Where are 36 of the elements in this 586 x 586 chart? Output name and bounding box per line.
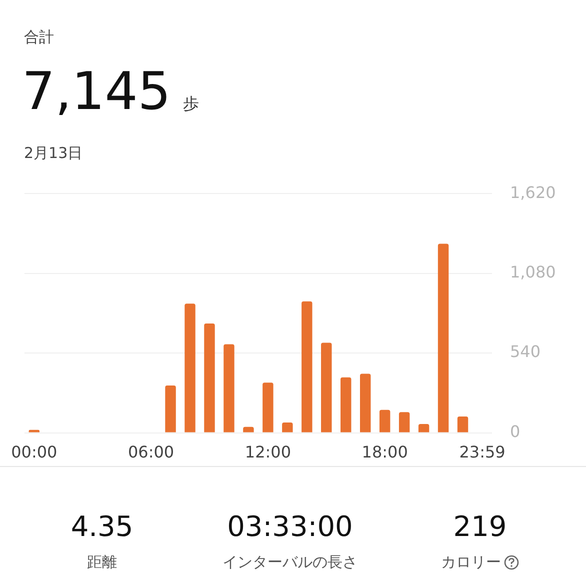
y-tick-label: 540	[510, 342, 541, 362]
bar	[379, 410, 390, 432]
text: 219	[453, 510, 507, 543]
text: 距離	[87, 553, 117, 571]
y-tick-label: 1,620	[510, 182, 556, 202]
bar	[321, 342, 332, 432]
x-tick-label: 12:00	[244, 442, 291, 462]
bar	[457, 416, 468, 432]
bar	[243, 426, 254, 432]
bar	[165, 386, 176, 432]
chart-title: 7,145	[22, 62, 171, 122]
x-tick-label: 06:00	[128, 442, 174, 462]
y-tick-label: 0	[510, 422, 520, 441]
x-tick-label: 23:59	[459, 442, 506, 462]
y-tick-label: 1,080	[510, 262, 556, 282]
bar	[184, 304, 196, 432]
text: 歩	[182, 94, 199, 113]
chart-subtitle: 2月13日	[24, 144, 83, 162]
bar	[398, 412, 410, 432]
bar	[282, 422, 293, 432]
text: 4.35	[70, 510, 134, 543]
bar	[340, 377, 352, 432]
x-tick-label: 18:00	[362, 442, 408, 462]
bar	[262, 382, 274, 432]
bar	[204, 324, 215, 432]
bar	[360, 374, 371, 432]
bar	[418, 424, 430, 432]
bar	[28, 430, 40, 432]
text: 03:33:00	[227, 510, 353, 543]
text: 合計	[24, 28, 54, 46]
bar	[224, 344, 234, 432]
x-tick-label: 00:00	[11, 442, 58, 462]
bar	[302, 301, 312, 432]
text: カロリー	[441, 553, 501, 571]
text: インターバルの長さ	[222, 553, 358, 571]
bar	[438, 244, 449, 432]
